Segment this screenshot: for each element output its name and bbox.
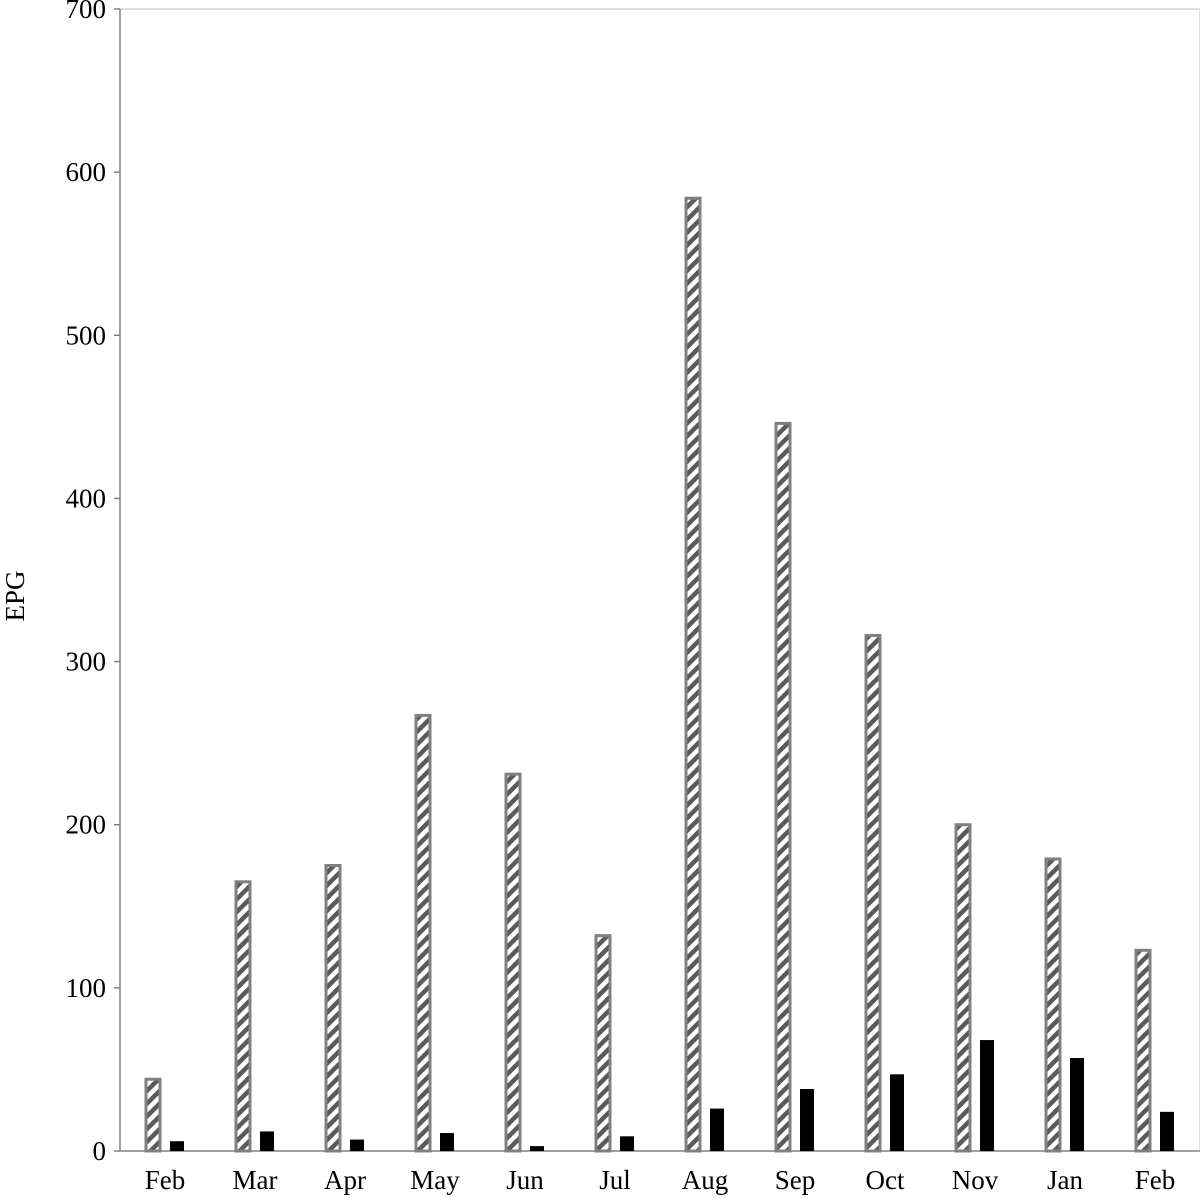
bar-hatched-jan-10 — [1044, 857, 1062, 1153]
x-tick-label-feb-0: Feb — [145, 1165, 186, 1195]
y-tick-label: 600 — [66, 157, 107, 187]
bar-solid-feb-11 — [1160, 1111, 1174, 1151]
bar-hatched-jul-5 — [594, 934, 612, 1153]
bar-solid-jun-4 — [530, 1146, 544, 1151]
series-hatched-bars — [144, 196, 1152, 1153]
y-axis-ticks: 0 100 200 300 400 500 600 700 — [66, 0, 120, 1166]
x-tick-label-feb-11: Feb — [1135, 1165, 1176, 1195]
bar-solid-sep-7 — [800, 1089, 814, 1151]
bar-solid-jul-5 — [620, 1136, 634, 1151]
bar-solid-feb-0 — [170, 1141, 184, 1151]
y-tick-label: 200 — [66, 810, 107, 840]
x-tick-label-nov-9: Nov — [952, 1165, 999, 1195]
x-tick-label-may-3: May — [410, 1165, 460, 1195]
x-axis-tick-labels: Feb Mar Apr May Jun Jul Aug Sep Oct Nov Jan Feb — [145, 1165, 1176, 1195]
y-tick-label: 300 — [66, 647, 107, 677]
bar-hatched-feb-11 — [1134, 948, 1152, 1153]
bar-solid-apr-2 — [350, 1139, 364, 1151]
bar-solid-aug-6 — [710, 1108, 724, 1151]
bar-hatched-mar-1 — [234, 880, 252, 1153]
x-tick-label-mar-1: Mar — [233, 1165, 278, 1195]
x-tick-label-jul-5: Jul — [599, 1165, 631, 1195]
bar-solid-jan-10 — [1070, 1058, 1084, 1151]
bar-solid-may-3 — [440, 1133, 454, 1151]
y-tick-label: 700 — [66, 0, 107, 24]
bar-solid-oct-8 — [890, 1074, 904, 1151]
bar-solid-nov-9 — [980, 1040, 994, 1151]
x-tick-label-sep-7: Sep — [775, 1165, 816, 1195]
x-tick-label-apr-2: Apr — [324, 1165, 366, 1195]
bar-hatched-aug-6 — [684, 196, 702, 1153]
bar-hatched-may-3 — [414, 713, 432, 1153]
x-tick-label-aug-6: Aug — [682, 1165, 729, 1195]
series-solid-bars — [170, 1040, 1174, 1151]
x-tick-label-jun-4: Jun — [506, 1165, 544, 1195]
bar-hatched-sep-7 — [774, 421, 792, 1153]
bar-hatched-nov-9 — [954, 823, 972, 1153]
bar-hatched-apr-2 — [324, 864, 342, 1153]
y-tick-label: 100 — [66, 973, 107, 1003]
y-axis-title: EPG — [0, 570, 30, 621]
y-tick-label: 500 — [66, 320, 107, 350]
bar-hatched-oct-8 — [864, 633, 882, 1153]
y-tick-label: 0 — [93, 1136, 107, 1166]
bar-solid-mar-1 — [260, 1131, 274, 1151]
plot-frame — [119, 8, 1200, 1152]
x-tick-label-oct-8: Oct — [866, 1165, 905, 1195]
bar-hatched-jun-4 — [504, 772, 522, 1153]
bar-hatched-feb-0 — [144, 1077, 162, 1153]
x-tick-label-jan-10: Jan — [1047, 1165, 1083, 1195]
y-tick-label: 400 — [66, 483, 107, 513]
